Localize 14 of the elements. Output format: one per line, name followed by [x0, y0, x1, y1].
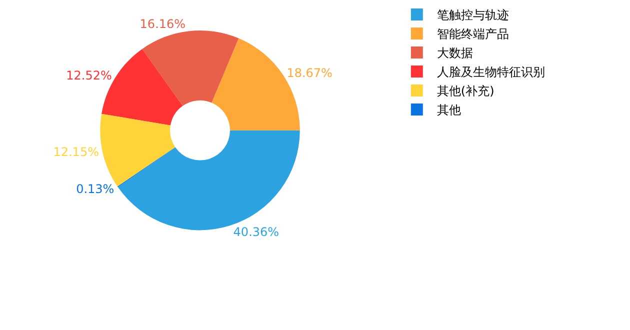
data-label: 12.15%	[53, 145, 99, 160]
legend-label: 其他	[436, 103, 461, 118]
legend-label: 大数据	[436, 46, 473, 60]
data-label: 12.52%	[66, 68, 112, 82]
data-label: 0.13%	[76, 182, 114, 196]
legend-label: 笔触控与轨迹	[436, 8, 509, 22]
data-label: 16.16%	[140, 17, 186, 32]
donut-slice	[117, 147, 176, 188]
legend-label: 智能终端产品	[436, 27, 509, 42]
legend-label: 其他(补充)	[436, 84, 494, 98]
legend-label: 人脸及生物特征识别	[436, 65, 545, 80]
data-label: 18.67%	[286, 66, 332, 80]
donut-slice	[142, 30, 239, 106]
data-label: 40.36%	[233, 225, 280, 240]
